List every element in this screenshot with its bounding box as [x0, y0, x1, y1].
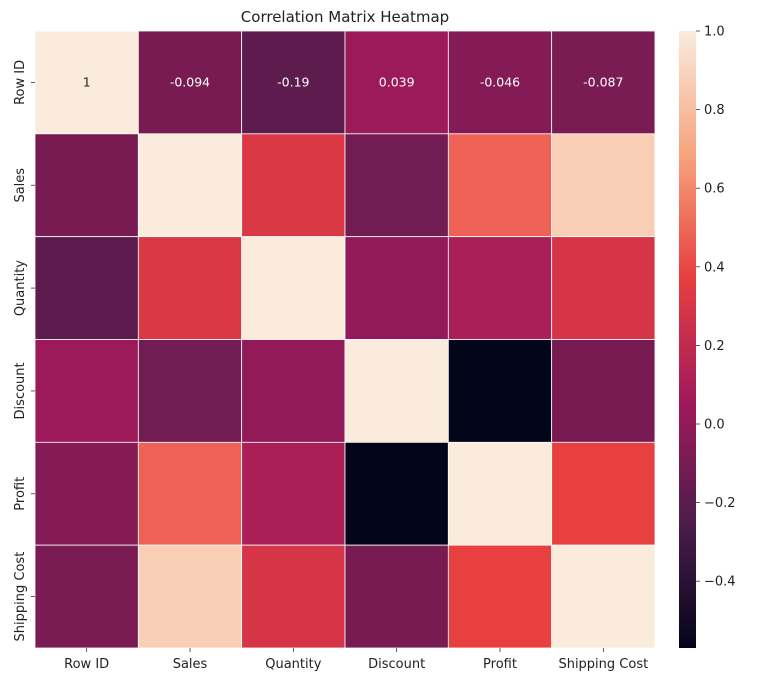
heatmap-cell — [551, 133, 656, 238]
colorbar-tick-label: 0.6 — [704, 182, 725, 197]
y-axis-ticks: Row ID Sales Quantity Discount Profit Shippin… — [13, 60, 35, 642]
x-tick-label: Profit — [483, 657, 517, 672]
heatmap-cell — [241, 30, 346, 135]
x-tick-label: Shipping Cost — [558, 657, 648, 672]
x-tick-label: Quantity — [265, 657, 321, 672]
heatmap-cell — [137, 236, 243, 340]
heatmap-cell — [34, 236, 139, 340]
cell-annotation: -0.087 — [583, 74, 623, 89]
heatmap-cell — [344, 339, 449, 443]
colorbar-tick-label: 0.0 — [704, 417, 725, 432]
heatmap-cell — [137, 30, 243, 135]
colorbar-tick-label: 1.0 — [704, 25, 725, 40]
x-axis-ticks: Row ID Sales Quantity Discount Profit Shippin… — [64, 648, 648, 672]
chart-title: Correlation Matrix Heatmap — [241, 8, 449, 26]
colorbar — [679, 31, 696, 648]
cell-annotation: -0.094 — [170, 74, 210, 89]
heatmap-cell — [447, 339, 553, 443]
heatmap-cell — [447, 441, 553, 546]
colorbar-tick-label: −0.4 — [704, 575, 736, 590]
colorbar-tick-label: 0.4 — [704, 260, 725, 275]
heatmap-cell — [344, 236, 449, 340]
colorbar-tick-label: 0.2 — [704, 339, 725, 354]
cell-annotation: -0.046 — [480, 74, 520, 89]
x-tick-label: Row ID — [64, 657, 109, 672]
heatmap-cell — [551, 544, 656, 649]
heatmap-cell — [241, 133, 346, 238]
heatmap-cell — [137, 339, 243, 443]
colorbar-tick-label: 0.8 — [704, 103, 725, 118]
heatmap-cell — [34, 441, 139, 546]
heatmap-cell — [344, 30, 449, 135]
heatmap-cell — [447, 236, 553, 340]
heatmap-cell — [344, 133, 449, 238]
colorbar-ticks: −0.4 −0.2 0.0 0.2 0.4 0.6 0.8 1.0 — [696, 25, 736, 590]
heatmap-cell — [34, 339, 139, 443]
heatmap-cell — [34, 544, 139, 649]
x-tick-label: Sales — [173, 657, 208, 672]
heatmap-cell — [241, 544, 346, 649]
cell-annotations: 1 -0.094 -0.19 0.039 -0.046 -0.087 — [83, 74, 624, 89]
heatmap-cell — [137, 133, 243, 238]
y-tick-label: Discount — [13, 362, 28, 419]
y-tick-label: Shipping Cost — [13, 552, 28, 642]
heatmap-cell — [447, 133, 553, 238]
heatmap-cell — [344, 544, 449, 649]
y-tick-label: Row ID — [13, 60, 28, 105]
heatmap-cell — [551, 339, 656, 443]
heatmap-cell — [137, 544, 243, 649]
cell-annotation: 1 — [83, 74, 91, 89]
heatmap-cell — [241, 441, 346, 546]
heatmap-cell — [34, 30, 139, 135]
heatmap-cell — [344, 441, 449, 546]
heatmap-cell — [551, 30, 656, 135]
heatmap-cell — [551, 441, 656, 546]
y-tick-label: Sales — [13, 168, 28, 203]
colorbar-tick-label: −0.2 — [704, 496, 736, 511]
heatmap-cell — [447, 544, 553, 649]
cell-annotation: 0.039 — [379, 74, 415, 89]
cell-annotation: -0.19 — [277, 74, 309, 89]
y-tick-label: Quantity — [13, 260, 28, 316]
heatmap-cell — [137, 441, 243, 546]
heatmap-cell — [241, 236, 346, 340]
heatmap-cells — [34, 30, 656, 649]
heatmap-cell — [447, 30, 553, 135]
heatmap-cell — [551, 236, 656, 340]
y-tick-label: Profit — [13, 477, 28, 511]
heatmap-cell — [34, 133, 139, 238]
heatmap-cell — [241, 339, 346, 443]
x-tick-label: Discount — [368, 657, 425, 672]
